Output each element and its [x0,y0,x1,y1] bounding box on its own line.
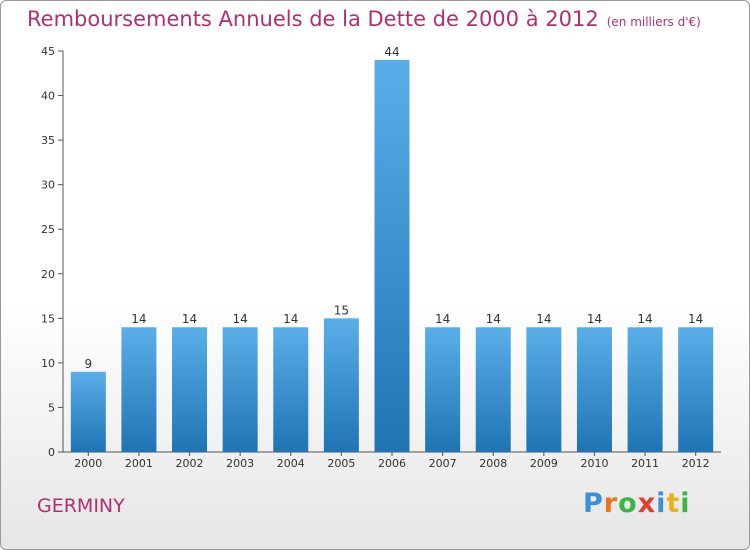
x-tick-label: 2006 [378,457,406,470]
chart-title: Remboursements Annuels de la Dette de 20… [27,7,701,31]
y-tick-label: 20 [41,268,55,281]
chart-labels: 9 2000 14 2001 14 2002 14 2003 14 2004 15 2005 44 200… [74,45,709,470]
x-tick-label: 2005 [327,457,355,470]
bar [627,327,663,452]
chart-bars [70,59,714,453]
y-tick-label: 0 [48,446,55,459]
chart-title-text: Remboursements Annuels de la Dette de 20… [27,7,599,31]
x-tick-label: 2002 [176,457,204,470]
y-tick-label: 40 [41,90,55,103]
logo-letter: P [583,488,604,519]
bar-value-label: 14 [233,312,248,326]
bar [526,327,562,452]
bar [172,327,208,452]
y-tick-label: 15 [41,312,55,325]
bar [121,327,157,452]
bar-value-label: 15 [334,303,349,317]
bar [475,327,511,452]
logo-letter: i [656,488,667,519]
logo-letter: t [666,488,681,519]
bar-value-label: 14 [688,312,703,326]
bar-value-label: 14 [587,312,602,326]
x-tick-label: 2010 [580,457,608,470]
bar-value-label: 14 [182,312,197,326]
bar-value-label: 14 [435,312,450,326]
x-tick-label: 2009 [530,457,558,470]
bar [70,371,106,452]
x-tick-label: 2004 [277,457,305,470]
logo-letter: r [603,488,619,519]
bar-value-label: 9 [84,357,92,371]
bar [678,327,714,452]
logo-letter: i [680,488,691,519]
bar [273,327,309,452]
bar [576,327,612,452]
bar-value-label: 14 [131,312,146,326]
x-tick-label: 2001 [125,457,153,470]
x-tick-label: 2003 [226,457,254,470]
y-tick-label: 30 [41,179,55,192]
bar-value-label: 44 [384,45,399,59]
bar [222,327,258,452]
bar [425,327,461,452]
y-tick-label: 35 [41,134,55,147]
x-tick-label: 2000 [74,457,102,470]
bar [374,59,410,453]
y-tick-label: 45 [41,45,55,58]
bar [323,318,359,452]
y-tick-label: 5 [48,401,55,414]
logo-letter: x [637,488,657,519]
y-tick-label: 10 [41,357,55,370]
x-tick-label: 2011 [631,457,659,470]
bar-value-label: 14 [283,312,298,326]
bar-value-label: 14 [637,312,652,326]
x-tick-label: 2012 [682,457,710,470]
y-tick-label: 25 [41,223,55,236]
bar-value-label: 14 [486,312,501,326]
chart-subtitle: (en milliers d'€) [606,15,701,29]
proxiti-logo: Proxiti [583,488,691,519]
x-tick-label: 2008 [479,457,507,470]
logo-letter: o [618,488,638,519]
x-tick-label: 2007 [429,457,457,470]
city-name: GERMINY [37,495,125,517]
bar-value-label: 14 [536,312,551,326]
